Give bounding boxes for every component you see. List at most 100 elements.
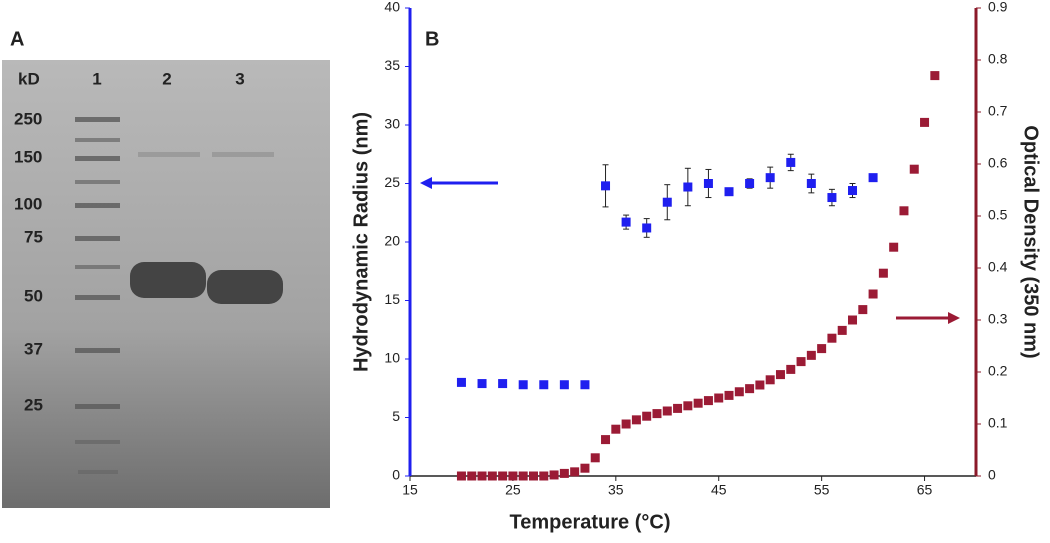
ladder-band bbox=[75, 348, 120, 353]
y-tick-label: 5 bbox=[392, 408, 400, 424]
marker-label: 250 bbox=[14, 109, 42, 128]
y-axis-title: Hydrodynamic Radius (nm) bbox=[350, 112, 372, 372]
point bbox=[745, 384, 755, 394]
point bbox=[920, 117, 930, 127]
point bbox=[467, 471, 477, 481]
point bbox=[868, 289, 878, 299]
y2-tick-label: 0.1 bbox=[988, 415, 1008, 431]
marker-label: 37 bbox=[24, 339, 43, 358]
point bbox=[570, 467, 580, 477]
point bbox=[528, 471, 538, 481]
lane-label: 1 bbox=[92, 69, 101, 88]
point bbox=[518, 380, 528, 390]
y-tick-label: 0 bbox=[392, 467, 400, 483]
ladder-band bbox=[78, 470, 118, 474]
y-tick-label: 35 bbox=[384, 57, 400, 73]
point bbox=[662, 406, 672, 416]
point bbox=[601, 181, 611, 191]
x-tick-label: 35 bbox=[608, 482, 624, 498]
marker-label: 50 bbox=[24, 286, 43, 305]
x-tick-label: 25 bbox=[505, 482, 521, 498]
point bbox=[662, 197, 672, 207]
y-tick-label: 20 bbox=[384, 233, 400, 249]
point bbox=[477, 379, 487, 389]
y2-tick-label: 0.7 bbox=[988, 103, 1008, 119]
point bbox=[734, 387, 744, 397]
point bbox=[703, 179, 713, 188]
unit-label: kD bbox=[18, 69, 40, 88]
marker-label: 75 bbox=[24, 227, 43, 246]
y2-tick-label: 0.3 bbox=[988, 311, 1008, 327]
point bbox=[456, 377, 466, 387]
point bbox=[539, 380, 549, 390]
point bbox=[611, 424, 621, 434]
point bbox=[724, 187, 734, 197]
point bbox=[683, 401, 693, 411]
point bbox=[775, 370, 785, 380]
point bbox=[837, 325, 847, 335]
y-tick-label: 30 bbox=[384, 116, 400, 132]
point bbox=[518, 471, 528, 481]
ladder-band bbox=[75, 236, 120, 241]
marker-label: 150 bbox=[14, 147, 42, 166]
arrowhead bbox=[948, 312, 960, 324]
lane-label: 2 bbox=[162, 69, 171, 88]
point bbox=[539, 471, 549, 481]
y2-tick-label: 0.5 bbox=[988, 207, 1008, 223]
point bbox=[899, 206, 909, 216]
point bbox=[786, 157, 796, 167]
protein-band bbox=[207, 270, 283, 304]
arrowhead bbox=[420, 177, 432, 189]
y2-tick-label: 0.4 bbox=[988, 259, 1008, 275]
faint-band bbox=[138, 152, 200, 157]
point bbox=[878, 268, 888, 278]
marker-label: 25 bbox=[24, 395, 43, 414]
annotation-arrows bbox=[420, 177, 960, 324]
ladder-band bbox=[75, 180, 120, 184]
point bbox=[755, 380, 765, 390]
point bbox=[631, 415, 641, 425]
y2-tick-label: 0 bbox=[988, 467, 996, 483]
x-tick-label: 15 bbox=[402, 482, 418, 498]
y2-axis-title: Optical Density (350 nm) bbox=[1020, 125, 1042, 358]
point bbox=[559, 468, 569, 478]
ladder-band bbox=[75, 156, 120, 161]
point bbox=[498, 471, 508, 481]
protein-band bbox=[130, 262, 206, 298]
ladder-band bbox=[75, 440, 120, 444]
ladder-band bbox=[75, 265, 120, 269]
lane-label: 3 bbox=[235, 69, 244, 88]
point bbox=[477, 471, 487, 481]
point bbox=[693, 398, 703, 408]
panel-label: B bbox=[425, 28, 439, 50]
point bbox=[714, 393, 724, 403]
y-tick-label: 25 bbox=[384, 174, 400, 190]
panel-label: A bbox=[10, 28, 24, 50]
point bbox=[930, 71, 940, 81]
faint-band bbox=[212, 152, 274, 157]
point bbox=[889, 242, 899, 252]
point bbox=[827, 333, 837, 343]
point bbox=[673, 403, 683, 413]
point bbox=[652, 409, 662, 419]
y2-tick-label: 0.6 bbox=[988, 155, 1008, 171]
y-tick-label: 40 bbox=[384, 0, 400, 15]
point bbox=[745, 179, 755, 188]
y2-tick-label: 0.8 bbox=[988, 51, 1008, 67]
point bbox=[765, 375, 775, 385]
point bbox=[683, 182, 693, 192]
point bbox=[817, 344, 827, 354]
point bbox=[806, 179, 816, 188]
point bbox=[827, 193, 837, 203]
point bbox=[642, 223, 652, 233]
y-tick-label: 15 bbox=[384, 291, 400, 307]
x-axis-title: Temperature (°C) bbox=[510, 511, 671, 533]
point bbox=[765, 173, 775, 183]
point bbox=[848, 186, 858, 196]
point bbox=[703, 396, 713, 406]
point bbox=[621, 217, 631, 227]
point bbox=[868, 173, 878, 183]
point bbox=[601, 435, 611, 445]
point bbox=[621, 419, 631, 429]
